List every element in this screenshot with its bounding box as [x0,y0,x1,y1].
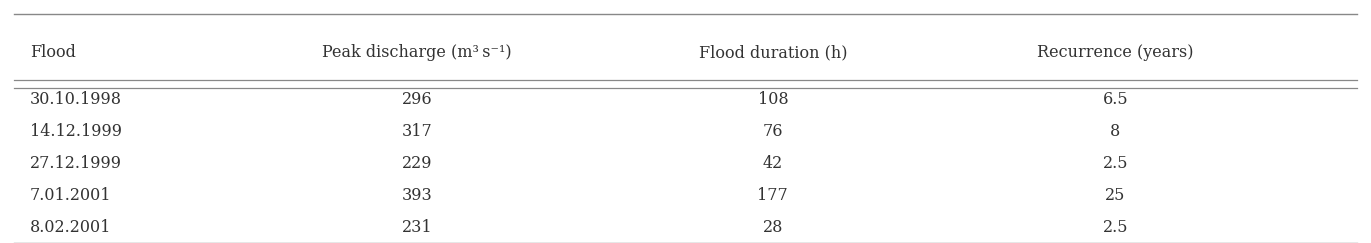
Text: 25: 25 [1105,187,1126,204]
Text: Peak discharge (m³ s⁻¹): Peak discharge (m³ s⁻¹) [322,44,511,61]
Text: 108: 108 [758,91,788,108]
Text: 8: 8 [1111,123,1120,140]
Text: 177: 177 [757,187,788,204]
Text: 30.10.1998: 30.10.1998 [30,91,122,108]
Text: Recurrence (years): Recurrence (years) [1038,44,1194,61]
Text: 317: 317 [402,123,432,140]
Text: Flood: Flood [30,44,75,61]
Text: 27.12.1999: 27.12.1999 [30,155,122,172]
Text: 28: 28 [762,219,783,236]
Text: 42: 42 [762,155,783,172]
Text: 14.12.1999: 14.12.1999 [30,123,122,140]
Text: 8.02.2001: 8.02.2001 [30,219,111,236]
Text: 76: 76 [762,123,783,140]
Text: 2.5: 2.5 [1102,219,1128,236]
Text: 6.5: 6.5 [1102,91,1128,108]
Text: 296: 296 [402,91,432,108]
Text: 2.5: 2.5 [1102,155,1128,172]
Text: 393: 393 [402,187,432,204]
Text: 7.01.2001: 7.01.2001 [30,187,111,204]
Text: Flood duration (h): Flood duration (h) [699,44,847,61]
Text: 229: 229 [402,155,432,172]
Text: 231: 231 [402,219,432,236]
